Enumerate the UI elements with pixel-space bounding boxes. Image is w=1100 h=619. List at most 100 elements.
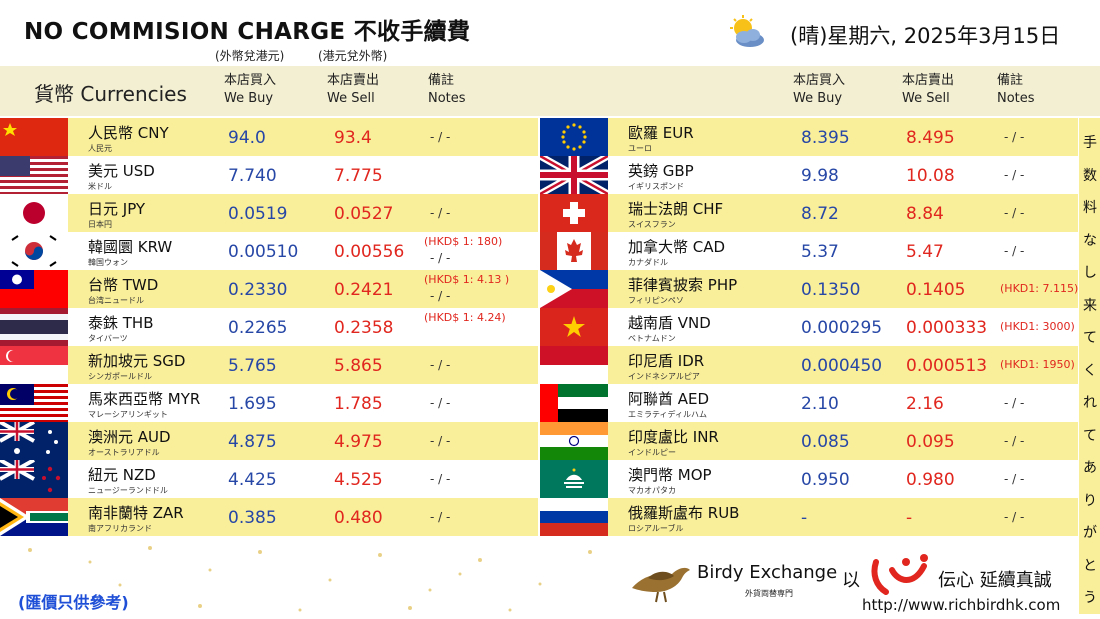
buy-rate: 8.395	[801, 128, 850, 148]
currency-name-jp: カナダドル	[628, 258, 668, 267]
rate-note: - / -	[430, 396, 451, 410]
sell-rate: 5.47	[906, 242, 944, 262]
buy-rate: 8.72	[801, 204, 839, 224]
korea-flag-icon	[0, 232, 68, 270]
currency-name-jp: ロシアルーブル	[628, 524, 684, 533]
rate-row-left	[68, 346, 538, 384]
rate-row-right	[608, 232, 1078, 270]
sell-rate: 0.2358	[334, 318, 394, 338]
we-buy-header-right: 本店買入 We Buy	[793, 72, 845, 108]
rate-note: - / -	[430, 472, 451, 486]
buy-rate: 7.740	[228, 166, 277, 186]
rates-disclaimer: (匯價只供參考)	[18, 593, 129, 612]
sell-rate: -	[906, 508, 913, 528]
rate-note: (HKD$ 1: 4.24)	[424, 311, 506, 324]
rate-row-right	[608, 460, 1078, 498]
singapore-flag-icon	[0, 346, 68, 384]
buy-rate: 9.98	[801, 166, 839, 186]
currency-name-jp: インドルピー	[628, 448, 676, 457]
buy-rate: 4.875	[228, 432, 277, 452]
switzerland-flag-icon	[540, 194, 608, 232]
rate-row-left	[68, 156, 538, 194]
currency-name-jp: 台湾ニュードル	[88, 296, 144, 305]
buy-rate: 0.000295	[801, 318, 883, 338]
sell-rate: 5.865	[334, 356, 383, 376]
rate-note: - / -	[1004, 168, 1025, 182]
currency-name-jp: イギリスポンド	[628, 182, 684, 191]
buy-rate: 0.000450	[801, 356, 883, 376]
buy-rate: 0.1350	[801, 280, 861, 300]
we-buy-header-en: We Buy	[793, 91, 843, 106]
thailand-flag-icon	[0, 308, 68, 346]
eu-flag-icon	[540, 118, 608, 156]
sell-rate: 10.08	[906, 166, 955, 186]
rate-row-right	[608, 308, 1078, 346]
rate-row-left	[68, 270, 538, 308]
website-link[interactable]: http://www.richbirdhk.com	[862, 596, 1061, 614]
currency-name-jp: 南アフリカランド	[88, 524, 152, 533]
brand-name: Birdy Exchange	[697, 562, 838, 583]
rate-row-right	[608, 498, 1078, 536]
buy-rate: 0.0519	[228, 204, 288, 224]
currency-name-jp: ニュージーランドドル	[88, 486, 168, 495]
notes-header-zh: 備註	[997, 73, 1024, 88]
side-message-char: し	[1083, 265, 1097, 281]
rate-row-left	[68, 498, 538, 536]
australia-flag-icon	[0, 422, 68, 460]
currency-column-header: 貨幣 Currencies	[34, 82, 187, 106]
indonesia-flag-icon	[540, 346, 608, 384]
sell-rate: 0.000513	[906, 356, 988, 376]
currency-name-jp: タイバーツ	[88, 334, 128, 343]
taiwan-flag-icon	[0, 270, 68, 308]
sell-rate: 7.775	[334, 166, 383, 186]
currency-name: 馬來西亞幣 MYR	[88, 390, 201, 408]
we-buy-header-left: 本店買入 We Buy	[224, 72, 276, 108]
we-sell-header-en: We Sell	[327, 91, 375, 106]
currency-name: 南非蘭特 ZAR	[88, 504, 184, 522]
rate-note: - / -	[1004, 434, 1025, 448]
buy-rate: 5.765	[228, 356, 277, 376]
currency-name-jp: 人民元	[88, 144, 112, 153]
currency-name: 歐羅 EUR	[628, 124, 694, 142]
side-message-char: が	[1083, 525, 1097, 541]
side-message-char: 料	[1083, 200, 1097, 216]
we-sell-header-en: We Sell	[902, 91, 950, 106]
rate-note: - / -	[430, 510, 451, 524]
notes-header-en: Notes	[997, 91, 1035, 106]
sell-rate: 0.095	[906, 432, 955, 452]
date-weather-text: (晴)星期六, 2025年3月15日	[790, 24, 1061, 48]
buy-rate: 0.2265	[228, 318, 288, 338]
sell-rate: 0.0527	[334, 204, 394, 224]
currency-name-jp: 日本円	[88, 220, 112, 229]
uk-flag-icon	[540, 156, 608, 194]
side-message-char: て	[1083, 330, 1097, 346]
rate-row-left	[68, 118, 538, 156]
buy-rate: 0.2330	[228, 280, 288, 300]
currency-name: 英鎊 GBP	[628, 162, 694, 180]
side-message-char: な	[1083, 232, 1097, 249]
currency-name: 新加坡元 SGD	[88, 352, 186, 370]
russia-flag-icon	[540, 498, 608, 536]
rate-note: - / -	[1004, 472, 1025, 486]
heart-kokoro-logo-icon	[871, 554, 928, 595]
buy-rate: 1.695	[228, 394, 277, 414]
philippines-flag-icon	[540, 270, 608, 308]
rate-note: (HKD1: 3000)	[1000, 320, 1075, 333]
south-africa-flag-icon	[0, 498, 68, 536]
side-message-strip	[1079, 118, 1100, 614]
currency-name: 韓國圜 KRW	[88, 238, 173, 256]
buy-rate: 0.950	[801, 470, 850, 490]
sell-rate: 4.975	[334, 432, 383, 452]
currency-name: 菲律賓披索 PHP	[628, 276, 738, 294]
rate-note-secondary: - / -	[430, 289, 451, 303]
sell-rate: 0.000333	[906, 318, 988, 338]
malaysia-flag-icon	[0, 384, 68, 422]
side-message-char: と	[1083, 557, 1097, 574]
we-buy-header-zh: 本店買入	[793, 73, 846, 88]
gold-confetti-decoration	[28, 546, 592, 612]
buy-direction-subtitle: (外幣兌港元)	[215, 49, 285, 63]
buy-rate: 5.37	[801, 242, 839, 262]
we-sell-header-zh: 本店賣出	[327, 73, 380, 88]
rate-note: - / -	[430, 206, 451, 220]
rate-row-right	[608, 422, 1078, 460]
